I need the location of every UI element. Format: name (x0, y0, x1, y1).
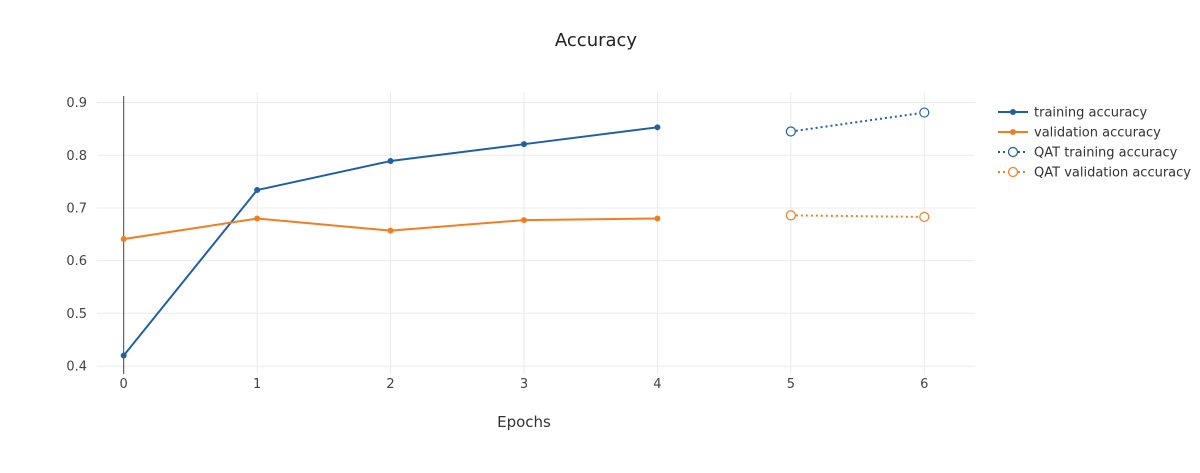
legend-swatch-marker (1007, 146, 1019, 158)
y-tick-label: 0.5 (66, 307, 87, 322)
data-point[interactable] (785, 126, 796, 137)
grid (97, 92, 975, 374)
y-tick-label: 0.4 (66, 360, 87, 375)
data-point[interactable] (387, 227, 394, 234)
x-tick-label: 5 (787, 377, 795, 392)
data-point[interactable] (919, 211, 930, 223)
data-point[interactable] (120, 352, 127, 359)
chart-title: Accuracy (555, 30, 638, 51)
x-tick-label: 2 (386, 377, 394, 392)
series-training-accuracy (120, 124, 661, 359)
data-point[interactable] (520, 217, 527, 224)
legend-item[interactable]: QAT training accuracy (998, 146, 1178, 161)
series-line (790, 111, 925, 133)
x-axis-title: Epochs (497, 413, 551, 431)
series-layer (120, 107, 930, 359)
y-tick-label: 0.9 (66, 96, 87, 111)
series-line (790, 214, 925, 218)
x-tick-label: 6 (920, 377, 928, 392)
data-point[interactable] (387, 158, 394, 165)
data-point[interactable] (120, 236, 127, 243)
legend-label: validation accuracy (1034, 126, 1161, 141)
data-point[interactable] (919, 107, 930, 118)
legend-item[interactable]: validation accuracy (998, 126, 1161, 141)
series-qat-validation-accuracy (785, 210, 930, 223)
series-validation-accuracy (120, 215, 661, 243)
y-tick-label: 0.7 (66, 201, 87, 216)
legend-swatch-marker (1010, 129, 1016, 135)
legend[interactable]: training accuracy validation accuracy QAT … (998, 106, 1191, 181)
legend-item[interactable]: training accuracy (998, 106, 1147, 121)
legend-swatch-marker (1007, 166, 1019, 178)
y-tick-label: 0.6 (66, 254, 87, 269)
legend-label: training accuracy (1034, 106, 1147, 121)
y-tick-label: 0.8 (66, 149, 87, 164)
series-qat-training-accuracy (785, 107, 930, 137)
x-tick-label: 4 (653, 377, 661, 392)
x-tick-label: 0 (120, 377, 128, 392)
data-point[interactable] (654, 124, 661, 131)
tick-labels: 0.4 0.5 0.6 0.7 0.8 0.9 0 1 2 3 4 5 6 (66, 96, 928, 392)
legend-label: QAT validation accuracy (1034, 166, 1191, 181)
x-tick-label: 1 (253, 377, 261, 392)
x-tick-label: 3 (520, 377, 528, 392)
data-point[interactable] (654, 215, 661, 222)
legend-swatch-marker (1010, 109, 1016, 115)
data-point[interactable] (254, 187, 261, 194)
legend-item[interactable]: QAT validation accuracy (998, 166, 1191, 181)
legend-label: QAT training accuracy (1034, 146, 1178, 161)
data-point[interactable] (785, 210, 796, 221)
data-point[interactable] (254, 215, 261, 222)
data-point[interactable] (520, 141, 527, 148)
